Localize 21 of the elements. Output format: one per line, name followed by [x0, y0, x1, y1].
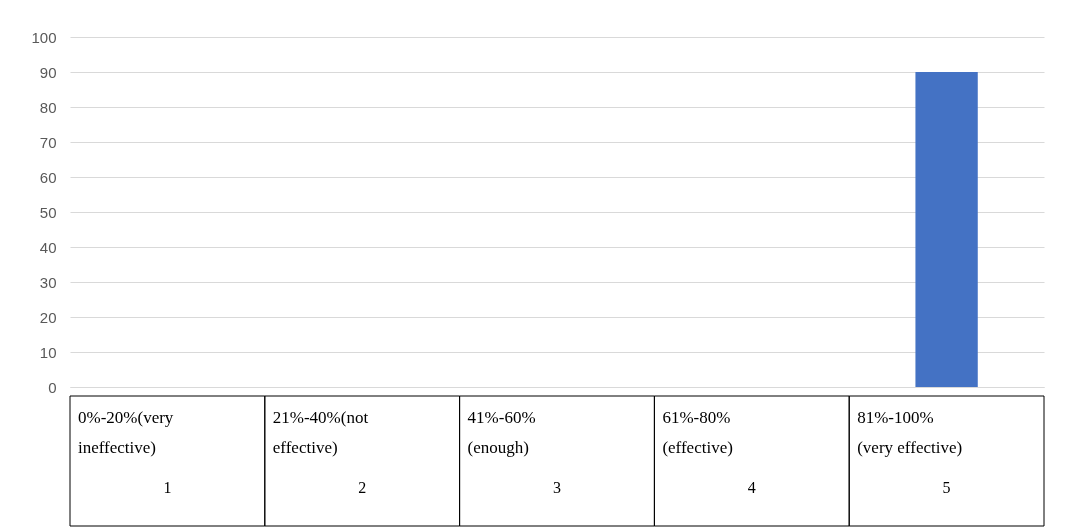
text: 3 [553, 479, 561, 496]
y-tick-label: 20 [39, 308, 57, 326]
y-tick-label: 60 [39, 168, 57, 186]
y-tick-label: 50 [39, 203, 57, 221]
y-tick-label: 90 [39, 63, 57, 81]
y-tick-label: 40 [39, 238, 57, 256]
y-tick-label: 0 [48, 378, 57, 396]
x-tick-label: 0%-20%(very ineffective) [78, 408, 174, 457]
y-tick-label: 80 [39, 98, 57, 116]
y-tick-label: 70 [39, 133, 57, 151]
y-tick-label: 30 [39, 273, 57, 291]
text: 1 [163, 479, 172, 496]
x-tick-label: 41%-60% (enough) [467, 408, 536, 457]
text: 5 [942, 479, 951, 496]
x-tick-label: 81%-100% (very effective) [857, 408, 963, 457]
text: 4 [747, 479, 756, 496]
y-tick-label: 100 [31, 28, 57, 46]
y-tick-label: 10 [39, 343, 57, 361]
x-tick-label: 61%-80% (effective) [662, 408, 733, 457]
x-tick-label: 21%-40%(not effective) [272, 408, 369, 457]
text: 2 [358, 479, 367, 496]
